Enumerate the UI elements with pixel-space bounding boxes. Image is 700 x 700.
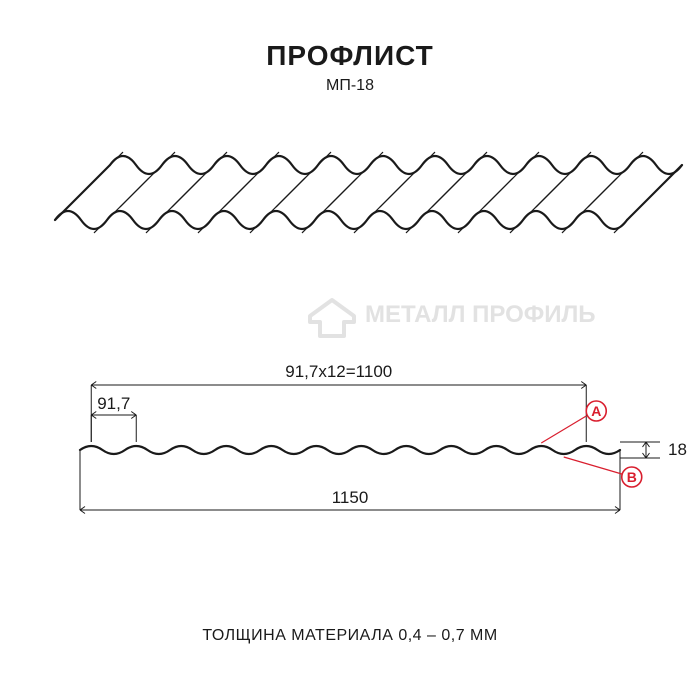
- marker-b-label: B: [627, 469, 637, 485]
- iso-sheet-rib: [380, 152, 435, 207]
- iso-sheet-right-edge: [627, 165, 682, 220]
- iso-sheet-rib: [120, 152, 175, 207]
- marker-b-leader: [564, 457, 622, 474]
- profile-cross-section: [80, 446, 620, 454]
- iso-sheet-left-edge: [55, 165, 110, 220]
- marker-a-label: A: [591, 403, 601, 419]
- iso-sheet-rib: [536, 152, 591, 207]
- dim-pitch-label: 91,7: [97, 394, 130, 413]
- iso-sheet-rib: [484, 152, 539, 207]
- dim-coverage-label: 91,7x12=1100: [285, 362, 392, 381]
- iso-sheet-rib: [328, 152, 383, 207]
- page-subtitle: МП-18: [326, 77, 374, 94]
- watermark-icon: [310, 300, 354, 336]
- watermark-text: МЕТАЛЛ ПРОФИЛЬ: [365, 301, 596, 328]
- iso-sheet-rib: [432, 152, 487, 207]
- iso-sheet-rib: [588, 152, 643, 207]
- dim-total-label: 1150: [332, 488, 369, 507]
- dim-height-label: 18: [668, 440, 687, 459]
- iso-sheet-rib: [276, 152, 331, 207]
- marker-a-leader: [541, 416, 586, 443]
- iso-sheet-back-edge: [110, 156, 682, 174]
- iso-sheet-rib: [224, 152, 279, 207]
- iso-sheet-front-edge: [55, 211, 627, 229]
- footer-text: ТОЛЩИНА МАТЕРИАЛА 0,4 – 0,7 ММ: [202, 627, 497, 644]
- page-title: ПРОФЛИСТ: [266, 40, 433, 71]
- iso-sheet-rib: [172, 152, 227, 207]
